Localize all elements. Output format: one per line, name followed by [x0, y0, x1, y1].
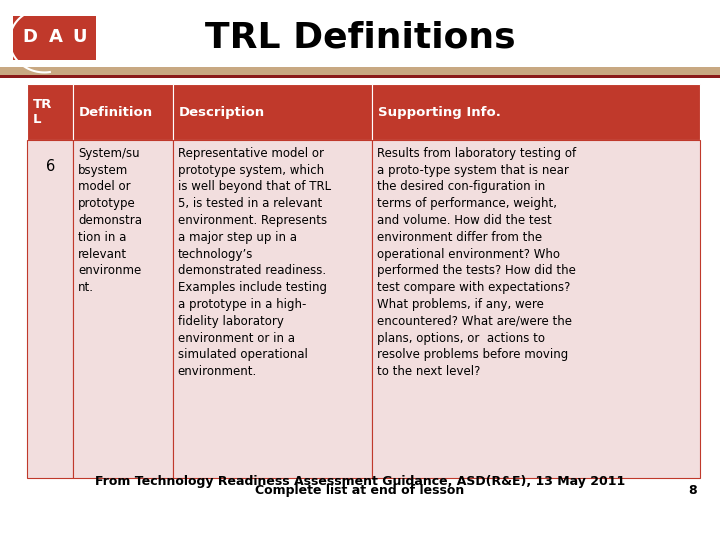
Text: 6: 6: [45, 159, 55, 174]
Bar: [0, 75, 720, 78]
Bar: [173, 140, 372, 478]
Text: A: A: [49, 29, 63, 46]
Bar: [173, 84, 372, 140]
Bar: [0, 67, 720, 75]
Bar: [372, 140, 700, 478]
Text: TRL Definitions: TRL Definitions: [204, 21, 516, 55]
Bar: [73, 84, 173, 140]
Text: Results from laboratory testing of
a proto-type system that is near
the desired : Results from laboratory testing of a pro…: [377, 147, 577, 379]
Bar: [27, 140, 73, 478]
Bar: [27, 84, 73, 140]
Bar: [13, 16, 96, 60]
Text: Definition: Definition: [79, 105, 153, 119]
Text: From Technology Readiness Assessment Guidance, ASD(R&E), 13 May 2011: From Technology Readiness Assessment Gui…: [95, 475, 625, 488]
Bar: [73, 140, 173, 478]
Text: Description: Description: [179, 105, 264, 119]
Text: Representative model or
prototype system, which
is well beyond that of TRL
5, is: Representative model or prototype system…: [178, 147, 330, 379]
Text: Complete list at end of lesson: Complete list at end of lesson: [256, 484, 464, 497]
Text: System/su
bsystem
model or
prototype
demonstra
tion in a
relevant
environme
nt.: System/su bsystem model or prototype dem…: [78, 147, 142, 294]
Text: D: D: [22, 29, 37, 46]
Bar: [372, 84, 700, 140]
Text: 8: 8: [688, 484, 697, 497]
Text: Supporting Info.: Supporting Info.: [378, 105, 501, 119]
Text: U: U: [72, 29, 86, 46]
Text: TR
L: TR L: [33, 98, 53, 126]
